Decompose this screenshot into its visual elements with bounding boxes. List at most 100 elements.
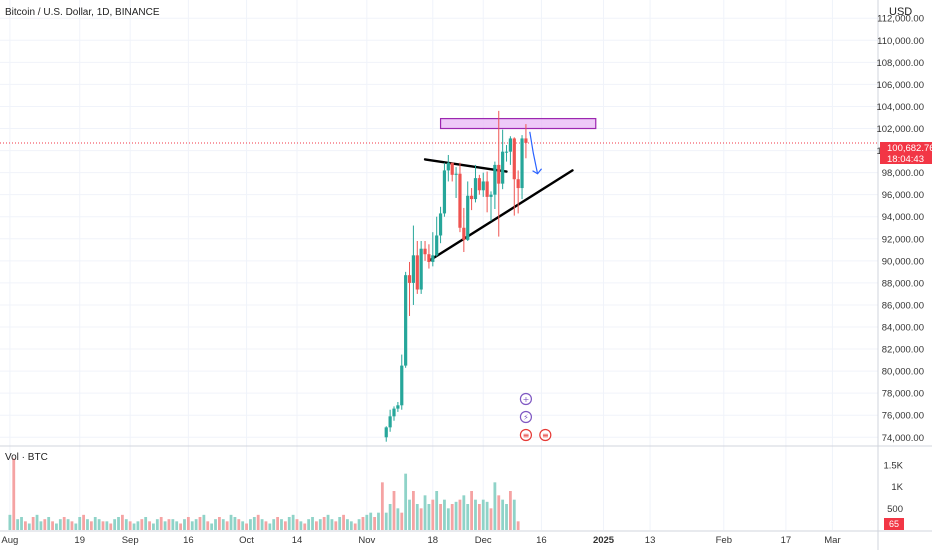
candle-body bbox=[435, 235, 439, 256]
volume-bar bbox=[117, 517, 120, 530]
candle-body bbox=[438, 213, 443, 236]
time-axis[interactable]: Aug 19 Sep 16 Oct 14 Nov 18 Dec 16 2025 13 Feb 17 Mar bbox=[1, 535, 840, 546]
volume-bar bbox=[93, 517, 97, 530]
volume-bar bbox=[198, 517, 202, 530]
candle-body bbox=[450, 162, 454, 175]
volume-bar bbox=[474, 499, 477, 530]
volume-bar bbox=[101, 521, 105, 530]
volume-bar bbox=[466, 504, 470, 530]
candle-body bbox=[388, 416, 392, 428]
candles bbox=[384, 110, 528, 442]
volume-bar bbox=[163, 521, 167, 530]
volume-bar bbox=[264, 521, 268, 530]
time-tick-label: 19 bbox=[74, 535, 85, 546]
volume-bar bbox=[186, 517, 190, 530]
price-tick-label: 108,000.00 bbox=[876, 58, 924, 69]
time-tick-label: Nov bbox=[358, 535, 375, 546]
volume-bar bbox=[249, 519, 252, 530]
candle-body bbox=[485, 181, 489, 197]
candle-body bbox=[497, 164, 501, 184]
volume-bar bbox=[377, 512, 380, 530]
volume-bar bbox=[12, 458, 16, 530]
volume-bar bbox=[326, 514, 330, 530]
volume-bar bbox=[214, 519, 217, 530]
last-volume-badge: 65 bbox=[884, 518, 904, 530]
volume-bar bbox=[450, 504, 454, 530]
volume-bar bbox=[252, 517, 256, 530]
price-axis[interactable]: 74,000.00 76,000.00 78,000.00 80,000.00 82,0… bbox=[876, 14, 924, 444]
volume-bar bbox=[89, 521, 93, 530]
volume-bar bbox=[175, 521, 179, 530]
price-tick-label: 96,000.00 bbox=[882, 190, 924, 201]
volume-bar bbox=[62, 517, 66, 530]
volume-bar bbox=[470, 491, 473, 530]
candle-body bbox=[392, 408, 396, 417]
time-tick-label: 17 bbox=[781, 535, 792, 546]
volume-bar bbox=[462, 495, 466, 530]
volume-bar bbox=[458, 499, 462, 530]
volume-bar bbox=[124, 519, 128, 530]
volume-bar bbox=[380, 482, 384, 530]
volume-bar bbox=[311, 517, 314, 530]
plus-event-icon bbox=[519, 392, 533, 406]
volume-bar bbox=[237, 519, 241, 530]
volume-bar bbox=[66, 519, 70, 530]
candle-body bbox=[384, 427, 388, 438]
volume-bar bbox=[136, 521, 140, 530]
volume-bar bbox=[27, 523, 31, 530]
volume-bar bbox=[404, 473, 408, 530]
candle-body bbox=[427, 254, 431, 262]
volume-bar bbox=[183, 519, 186, 530]
volume-bar bbox=[16, 519, 20, 530]
volume-bar bbox=[400, 512, 404, 530]
volume-bar bbox=[307, 519, 311, 530]
volume-bar bbox=[245, 523, 248, 530]
volume-bar bbox=[353, 523, 357, 530]
currency-label: USD bbox=[889, 6, 913, 18]
price-tick-label: 90,000.00 bbox=[882, 256, 924, 267]
us-flag-event-icon-glyph: ≡ bbox=[523, 431, 530, 440]
volume-bar bbox=[509, 491, 512, 530]
lightning-event-icon-glyph: ⚡ bbox=[523, 413, 529, 422]
volume-bar bbox=[241, 521, 245, 530]
volume-bar bbox=[113, 519, 117, 530]
volume-bar bbox=[121, 514, 124, 530]
us-flag-event-icon-2 bbox=[539, 428, 552, 442]
volume-bar bbox=[82, 514, 85, 530]
arrow-head bbox=[532, 168, 543, 175]
volume-bar bbox=[97, 519, 101, 530]
volume-title: Vol · BTC bbox=[5, 452, 48, 463]
volume-bar bbox=[70, 521, 74, 530]
volume-bar bbox=[342, 514, 345, 530]
volume-bar bbox=[334, 521, 338, 530]
volume-bar bbox=[167, 519, 171, 530]
price-tick-label: 98,000.00 bbox=[882, 168, 924, 179]
volume-bar bbox=[268, 523, 272, 530]
last-price-value: 100,682.76 bbox=[887, 143, 932, 154]
volume-bar bbox=[431, 499, 435, 530]
volume-bar bbox=[206, 521, 210, 530]
time-tick-label: Dec bbox=[475, 535, 492, 546]
volume-bar bbox=[86, 519, 89, 530]
time-tick-label: Feb bbox=[716, 535, 732, 546]
volume-bar bbox=[318, 519, 322, 530]
volume-bar bbox=[373, 517, 376, 530]
last-price-badge: 100,682.76 18:04:43 bbox=[880, 142, 932, 165]
volume-bar bbox=[194, 519, 198, 530]
us-flag-event-icon-2-glyph: ≡ bbox=[542, 431, 549, 440]
price-tick-label: 92,000.00 bbox=[882, 234, 924, 245]
chart-annotations bbox=[423, 117, 597, 263]
candle-body bbox=[481, 181, 485, 191]
time-tick-label: Aug bbox=[1, 535, 18, 546]
volume-bar bbox=[171, 519, 175, 530]
candle-body bbox=[396, 405, 400, 409]
event-icons: + ⚡ ≡ ≡ bbox=[519, 392, 552, 442]
volume-bar bbox=[419, 508, 423, 530]
volume-bar bbox=[272, 519, 276, 530]
time-tick-label: Sep bbox=[122, 535, 139, 546]
volume-bar bbox=[481, 499, 485, 530]
volume-bar bbox=[20, 517, 23, 530]
volume-bar bbox=[276, 517, 279, 530]
